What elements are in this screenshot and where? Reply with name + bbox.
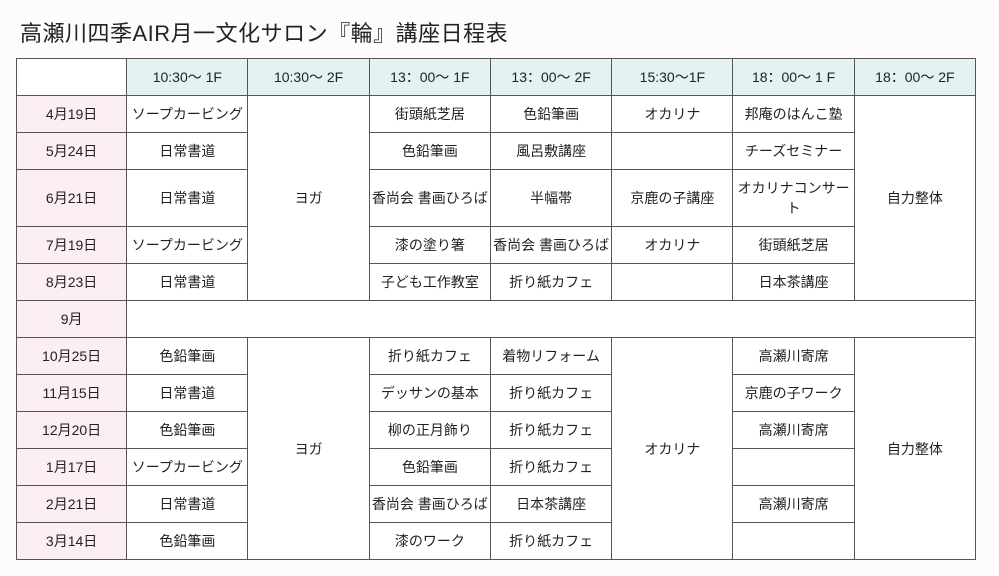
cell: 風呂敷講座 [490,133,611,170]
cell: ソープカービング [127,449,248,486]
cell: オカリナ [612,96,733,133]
header-row: 10:30～ 1F 10:30～ 2F 13：00～ 1F 13：00～ 2F … [17,59,976,96]
cell: 日常書道 [127,375,248,412]
table-row: 11月15日 日常書道 デッサンの基本 折り紙カフェ 京鹿の子ワーク [17,375,976,412]
date-cell: 2月21日 [17,486,127,523]
cell: 日本茶講座 [733,264,854,301]
cell: 香尚会 書画ひろば [490,227,611,264]
cell: 着物リフォーム [490,338,611,375]
header-time: 10:30～ 2F [248,59,369,96]
cell-jiriki: 自力整体 [854,96,975,301]
header-time: 13：00～ 1F [369,59,490,96]
cell: 柳の正月飾り [369,412,490,449]
cell: 色鉛筆画 [127,523,248,560]
date-cell: 1月17日 [17,449,127,486]
table-row: 10月25日 色鉛筆画 ヨガ 折り紙カフェ 着物リフォーム オカリナ 高瀬川寄席… [17,338,976,375]
date-cell: 5月24日 [17,133,127,170]
cell-empty [127,301,976,338]
cell: 子ども工作教室 [369,264,490,301]
cell: 日常書道 [127,486,248,523]
date-cell: 12月20日 [17,412,127,449]
cell: 日常書道 [127,133,248,170]
cell: 邦庵のはんこ塾 [733,96,854,133]
header-time: 13：00～ 2F [490,59,611,96]
cell: 折り紙カフェ [490,375,611,412]
cell: 高瀬川寄席 [733,486,854,523]
table-row: 1月17日 ソープカービング 色鉛筆画 折り紙カフェ [17,449,976,486]
page-title: 高瀬川四季AIR月一文化サロン『輪』講座日程表 [20,16,983,48]
cell: 色鉛筆画 [369,133,490,170]
cell: デッサンの基本 [369,375,490,412]
cell: 街頭紙芝居 [369,96,490,133]
cell-jiriki: 自力整体 [854,338,975,560]
cell: 京鹿の子ワーク [733,375,854,412]
cell: 漆の塗り箸 [369,227,490,264]
cell: 色鉛筆画 [369,449,490,486]
cell-yoga: ヨガ [248,96,369,301]
header-time: 18：00～ 1 F [733,59,854,96]
date-cell: 10月25日 [17,338,127,375]
cell: 折り紙カフェ [490,264,611,301]
cell: 色鉛筆画 [127,412,248,449]
cell: 香尚会 書画ひろば [369,486,490,523]
table-row: 7月19日 ソープカービング 漆の塗り箸 香尚会 書画ひろば オカリナ 街頭紙芝… [17,227,976,264]
table-row: 4月19日 ソープカービング ヨガ 街頭紙芝居 色鉛筆画 オカリナ 邦庵のはんこ… [17,96,976,133]
cell: 京鹿の子講座 [612,170,733,227]
cell-yoga: ヨガ [248,338,369,560]
table-row: 5月24日 日常書道 色鉛筆画 風呂敷講座 チーズセミナー [17,133,976,170]
cell: 色鉛筆画 [127,338,248,375]
cell: オカリナ [612,227,733,264]
cell [733,523,854,560]
cell: 漆のワーク [369,523,490,560]
cell: 日常書道 [127,264,248,301]
table-row: 3月14日 色鉛筆画 漆のワーク 折り紙カフェ [17,523,976,560]
table-row-september: 9月 [17,301,976,338]
cell: オカリナコンサート [733,170,854,227]
cell: 日本茶講座 [490,486,611,523]
cell: 高瀬川寄席 [733,412,854,449]
cell: チーズセミナー [733,133,854,170]
header-time: 15:30～1F [612,59,733,96]
cell: 高瀬川寄席 [733,338,854,375]
date-cell: 11月15日 [17,375,127,412]
cell: 折り紙カフェ [490,523,611,560]
cell: ソープカービング [127,227,248,264]
date-cell: 8月23日 [17,264,127,301]
cell [612,133,733,170]
date-cell: 4月19日 [17,96,127,133]
table-row: 8月23日 日常書道 子ども工作教室 折り紙カフェ 日本茶講座 [17,264,976,301]
date-cell: 7月19日 [17,227,127,264]
cell: 折り紙カフェ [490,412,611,449]
date-cell: 3月14日 [17,523,127,560]
cell: 半幅帯 [490,170,611,227]
header-corner [17,59,127,96]
cell: 折り紙カフェ [490,449,611,486]
cell: 香尚会 書画ひろば [369,170,490,227]
table-row: 2月21日 日常書道 香尚会 書画ひろば 日本茶講座 高瀬川寄席 [17,486,976,523]
table-row: 12月20日 色鉛筆画 柳の正月飾り 折り紙カフェ 高瀬川寄席 [17,412,976,449]
header-time: 10:30～ 1F [127,59,248,96]
cell: 日常書道 [127,170,248,227]
cell: 街頭紙芝居 [733,227,854,264]
cell: 折り紙カフェ [369,338,490,375]
cell: ソープカービング [127,96,248,133]
table-row: 6月21日 日常書道 香尚会 書画ひろば 半幅帯 京鹿の子講座 オカリナコンサー… [17,170,976,227]
schedule-table: 10:30～ 1F 10:30～ 2F 13：00～ 1F 13：00～ 2F … [16,58,976,560]
cell: 色鉛筆画 [490,96,611,133]
date-cell: 6月21日 [17,170,127,227]
cell [733,449,854,486]
date-cell: 9月 [17,301,127,338]
cell [612,264,733,301]
header-time: 18：00～ 2F [854,59,975,96]
cell-ocarina: オカリナ [612,338,733,560]
